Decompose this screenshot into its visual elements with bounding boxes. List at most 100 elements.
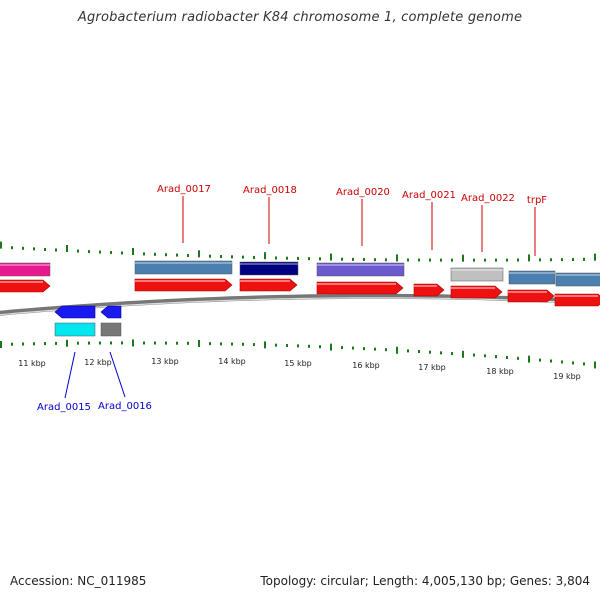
lower-tick-mark [550, 359, 552, 363]
lower-tick-mark [143, 341, 145, 345]
gene-labels: 11 kbp 12 kbp 13 kbp 14 kbp 15 kbp 16 kbp 17 k… [18, 184, 581, 413]
reverse-gene-bar[interactable] [100, 322, 122, 337]
lower-tick-mark [231, 342, 233, 346]
lower-tick-mark [242, 342, 244, 346]
lower-tick-mark [0, 341, 2, 348]
upper-tick-mark [374, 258, 376, 262]
upper-tick-mark [220, 255, 222, 259]
lower-tick-mark [363, 347, 365, 351]
lower-tick-mark [495, 355, 497, 359]
lower-tick-mark [396, 346, 398, 354]
upper-tick-mark [44, 247, 46, 251]
lower-tick-mark [275, 343, 277, 347]
lower-tick-mark [341, 346, 343, 350]
forward-gene-bar[interactable] [316, 262, 405, 277]
upper-tick-mark [242, 255, 244, 259]
upper-tick-mark [539, 258, 541, 262]
scale-label: 12 kbp [84, 358, 112, 367]
upper-tick-mark [440, 258, 442, 262]
lower-tick-mark [451, 352, 453, 356]
arrow-highlight [414, 285, 437, 287]
upper-tick-mark [165, 253, 167, 257]
upper-tick-mark [462, 254, 464, 262]
lower-tick-mark [165, 341, 167, 345]
reverse-label-leader [109, 351, 126, 398]
upper-tick-mark [407, 258, 409, 262]
scale-label: 19 kbp [553, 372, 581, 381]
reverse-gene-bar[interactable] [54, 322, 96, 337]
reverse-cds-arrow[interactable] [100, 305, 122, 319]
lower-tick-mark [440, 351, 442, 355]
lower-tick-mark [407, 349, 409, 353]
bar-highlight [317, 264, 404, 266]
forward-gene-bar[interactable] [0, 262, 51, 277]
forward-gene-label[interactable]: Arad_0021 [402, 190, 456, 201]
upper-tick-mark [352, 257, 354, 261]
lower-tick-mark [66, 339, 68, 347]
scale-label: 17 kbp [418, 363, 446, 372]
lower-tick-mark [374, 347, 376, 351]
arrow-highlight [240, 280, 290, 282]
upper-tick-mark [231, 255, 233, 259]
lower-tick-mark [154, 341, 156, 345]
upper-tick-mark [396, 254, 398, 262]
reverse-gene-label[interactable]: Arad_0016 [98, 401, 152, 412]
lower-tick-mark [429, 350, 431, 354]
forward-gene-label[interactable]: Arad_0018 [243, 185, 297, 196]
lower-tick-mark [209, 342, 211, 346]
forward-gene-bar[interactable] [508, 270, 556, 285]
lower-tick-mark [528, 355, 530, 363]
forward-gene-bar[interactable] [239, 261, 299, 276]
scale-label: 18 kbp [486, 367, 514, 376]
upper-tick-mark [88, 250, 90, 254]
bar-highlight [240, 263, 298, 265]
upper-tick-mark [275, 256, 277, 260]
upper-tick-mark [209, 254, 211, 258]
forward-gene-label[interactable]: Arad_0022 [461, 193, 515, 204]
lower-tick-mark [308, 344, 310, 348]
upper-tick-mark [495, 258, 497, 262]
forward-gene-label[interactable]: Arad_0017 [157, 184, 211, 195]
upper-tick-mark [286, 256, 288, 260]
lower-tick-mark [418, 350, 420, 354]
upper-tick-mark [176, 253, 178, 257]
arrow-highlight [508, 291, 547, 293]
lower-tick-mark [473, 353, 475, 357]
forward-gene-bar[interactable] [134, 260, 233, 275]
upper-tick-mark [297, 256, 299, 260]
upper-tick-mark [11, 246, 13, 250]
upper-tick-mark [363, 258, 365, 262]
genome-summary: Topology: circular; Length: 4,005,130 bp… [260, 574, 590, 588]
upper-tick-mark [198, 250, 200, 258]
lower-tick-mark [198, 339, 200, 347]
arrow-highlight [317, 283, 396, 285]
lower-tick-mark [330, 343, 332, 351]
upper-tick-mark [385, 258, 387, 262]
lower-tick-mark [462, 350, 464, 358]
upper-tick-mark [330, 253, 332, 261]
lower-tick-mark [187, 341, 189, 345]
lower-tick-mark [44, 342, 46, 346]
reverse-gene-label[interactable]: Arad_0015 [37, 402, 91, 413]
forward-gene-bar[interactable] [555, 272, 600, 287]
lower-tick-mark [33, 342, 35, 346]
backbone-line [0, 293, 600, 316]
lower-tick-mark [22, 342, 24, 346]
upper-tick-mark [451, 258, 453, 262]
lower-tick-mark [264, 341, 266, 349]
upper-tick-mark [121, 251, 123, 255]
reverse-cds-arrow[interactable] [54, 305, 96, 319]
forward-gene-label[interactable]: Arad_0020 [336, 187, 390, 198]
bar-highlight [135, 262, 232, 264]
upper-tick-mark [341, 257, 343, 261]
upper-tick-mark [110, 251, 112, 255]
forward-gene-bar[interactable] [450, 267, 504, 282]
bar-highlight [0, 264, 50, 266]
arrow-highlight [135, 280, 225, 282]
upper-tick-mark [187, 253, 189, 257]
forward-gene-label[interactable]: trpF [527, 195, 547, 206]
lower-tick-mark [594, 361, 596, 369]
upper-tick-mark [550, 258, 552, 262]
scale-label: 16 kbp [352, 361, 380, 370]
